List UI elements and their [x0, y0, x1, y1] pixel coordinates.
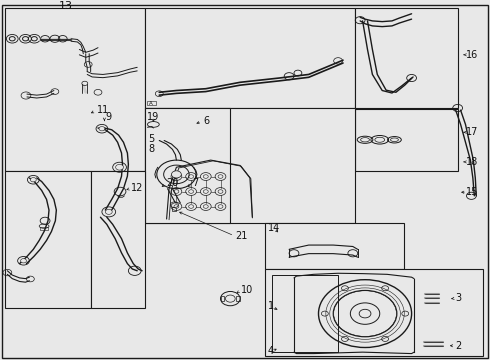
Circle shape: [189, 175, 194, 178]
Circle shape: [174, 175, 179, 178]
Circle shape: [30, 177, 36, 182]
Text: 4: 4: [268, 346, 274, 356]
Ellipse shape: [391, 138, 398, 141]
Bar: [272, 275, 338, 352]
Circle shape: [174, 190, 179, 193]
Bar: [355, 109, 458, 171]
Circle shape: [203, 175, 208, 178]
Text: 3: 3: [456, 293, 462, 302]
Text: 15: 15: [466, 187, 478, 197]
Text: 17: 17: [466, 127, 478, 137]
Circle shape: [225, 295, 235, 302]
Text: 18: 18: [466, 157, 478, 167]
Text: 21: 21: [235, 231, 247, 241]
Circle shape: [189, 190, 194, 193]
Text: 6: 6: [203, 116, 210, 126]
Text: 11: 11: [97, 105, 109, 115]
Circle shape: [218, 205, 223, 208]
Bar: [91, 171, 145, 308]
Bar: [236, 296, 240, 301]
Bar: [145, 8, 355, 108]
Text: 10: 10: [241, 285, 253, 295]
Circle shape: [203, 205, 208, 208]
Text: 2: 2: [456, 341, 462, 351]
Circle shape: [23, 37, 28, 41]
Circle shape: [21, 258, 26, 263]
Ellipse shape: [361, 138, 369, 142]
Circle shape: [203, 190, 208, 193]
Text: 13: 13: [59, 1, 73, 10]
Text: 19: 19: [147, 112, 159, 122]
Text: 8: 8: [148, 144, 154, 154]
Text: 12: 12: [131, 183, 144, 193]
Circle shape: [105, 210, 112, 214]
Text: A: A: [148, 101, 152, 106]
Text: 1: 1: [268, 301, 274, 311]
Circle shape: [218, 175, 223, 178]
Bar: [172, 207, 176, 211]
Circle shape: [116, 165, 123, 170]
Circle shape: [359, 309, 371, 318]
Bar: [5, 8, 145, 171]
Circle shape: [31, 37, 37, 41]
Ellipse shape: [375, 137, 385, 142]
Circle shape: [99, 127, 105, 131]
Text: 9: 9: [105, 112, 111, 122]
Circle shape: [9, 37, 15, 41]
Bar: [40, 227, 48, 230]
Bar: [145, 108, 230, 222]
Text: 16: 16: [466, 50, 478, 60]
Circle shape: [172, 171, 181, 178]
Bar: [265, 222, 404, 269]
Text: 5: 5: [148, 134, 154, 144]
Bar: [265, 269, 483, 356]
Bar: [147, 101, 156, 105]
Circle shape: [218, 190, 223, 193]
Text: 7: 7: [192, 178, 198, 188]
Circle shape: [174, 205, 179, 208]
Bar: [220, 296, 224, 301]
Bar: [355, 8, 458, 108]
Text: 14: 14: [268, 223, 280, 233]
Bar: [145, 108, 355, 222]
Text: 20: 20: [167, 178, 179, 188]
Circle shape: [189, 205, 194, 208]
Bar: [5, 171, 91, 308]
